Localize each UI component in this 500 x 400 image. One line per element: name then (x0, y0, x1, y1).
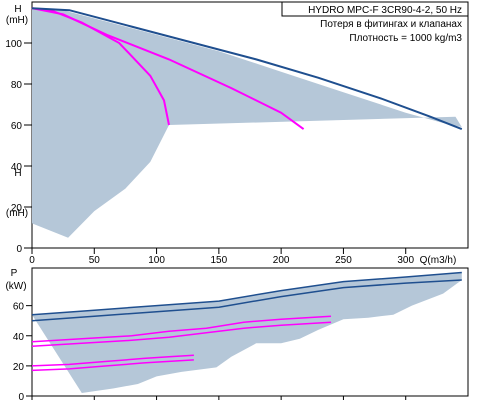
chart-title: HYDRO MPC-F 3CR90-4-2, 50 Hz (308, 5, 462, 16)
head-ticks: 0 20 40 60 80 100 (5, 39, 32, 255)
chart-subtitle-density: Плотность = 1000 kg/m3 (349, 33, 462, 44)
flow-axis-label: Q(m3/h) (420, 255, 457, 266)
head-tick-label-3: 60 (11, 121, 23, 132)
flow-tick-label-4: 200 (273, 255, 290, 266)
head-curve-1 (31, 7, 305, 130)
flow-tick-label-6: 300 (397, 255, 414, 266)
power-tick-label-1: 20 (13, 362, 25, 373)
head-tick-label-0: 0 (16, 244, 22, 255)
flow-tick-label-1: 50 (89, 255, 101, 266)
power-curve-4 (31, 354, 194, 367)
power-tick-label-3: 60 (13, 302, 25, 313)
power-curve-5 (31, 359, 194, 372)
power-curve-0 (31, 271, 462, 316)
head-tick-label-4: 80 (11, 80, 23, 91)
chart-subtitle-losses: Потеря в фитингах и клапанах (320, 18, 462, 30)
power-axis-unit: (kW) (5, 281, 26, 292)
power-curve-2 (31, 315, 332, 343)
head-tick-label-5: 100 (5, 39, 22, 50)
power-axis-label: P (11, 268, 18, 279)
power-tick-label-2: 40 (13, 332, 25, 343)
title-box (281, 1, 469, 17)
power-operating-area (32, 272, 462, 393)
head-tick-label-1: 20 (11, 203, 23, 214)
power-ticks: 0 20 40 60 (13, 302, 32, 400)
head-max-curve (31, 7, 463, 131)
power-plot-frame (31, 267, 469, 397)
power-curve-3 (31, 321, 332, 348)
flow-ticks: 0 50 100 150 200 250 300 (29, 248, 414, 400)
head-axis-unit: (mH) (6, 15, 28, 26)
flow-tick-label-3: 150 (211, 255, 228, 266)
flow-tick-label-2: 100 (148, 255, 165, 266)
head-axis-label-side: H (14, 168, 21, 179)
flow-tick-label-0: 0 (29, 255, 35, 266)
head-axis-unit-side: (mH) (6, 208, 28, 219)
head-axis-label: H (14, 4, 21, 15)
power-curves (31, 271, 462, 372)
power-tick-label-0: 0 (18, 392, 24, 400)
power-curve-1 (31, 279, 462, 322)
flow-tick-label-5: 250 (335, 255, 352, 266)
head-tick-label-2: 40 (11, 162, 23, 173)
